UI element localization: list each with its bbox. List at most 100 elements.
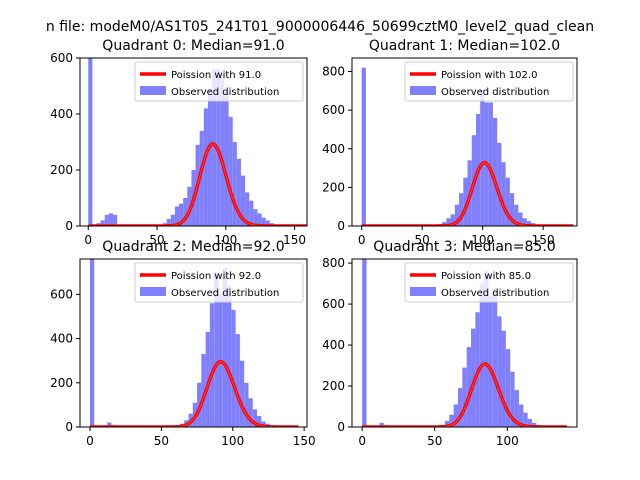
x-tick-label: 0 [84, 233, 92, 247]
legend-hist-label: Observed distribution [171, 288, 279, 299]
legend-hist-label: Observed distribution [441, 288, 549, 299]
hist-bar [488, 102, 493, 226]
hist-bar [471, 328, 476, 427]
x-tick-label: 100 [214, 233, 237, 247]
hist-bar [514, 204, 519, 226]
chart-panel-2: 0 50 100 150 0 200 400 600 Quadrant 2: Median=92… [50, 239, 316, 448]
hist-bar [212, 69, 217, 226]
legend-fit-label: Poission with 85.0 [441, 271, 531, 282]
hist-bar [497, 316, 502, 427]
y-tick-label: 400 [50, 332, 73, 346]
x-tick-label: 50 [149, 233, 164, 247]
legend: Poission with 92.0 Observed distribution [134, 262, 304, 303]
hist-bar [113, 214, 118, 226]
hist-bar [224, 91, 229, 226]
hist-bar [174, 206, 180, 226]
legend: Poission with 85.0 Observed distribution [404, 262, 574, 303]
hist-bar [509, 193, 515, 226]
hist-bar [261, 217, 266, 226]
legend-fit-label: Poission with 91.0 [171, 70, 261, 81]
hist-bar [245, 192, 250, 226]
x-tick-label: 150 [532, 233, 555, 247]
y-tick-label: 200 [50, 163, 73, 177]
poisson-fit-line [88, 359, 300, 427]
hist-bar [457, 388, 463, 427]
y-tick-label: 0 [337, 420, 345, 434]
axes-frame [351, 57, 578, 227]
y-tick-label: 800 [322, 65, 345, 79]
x-tick-label: 0 [86, 434, 94, 448]
legend: Poission with 102.0 Observed distribution [404, 61, 574, 102]
y-tick-label: 400 [322, 142, 345, 156]
y-tick-label: 200 [322, 379, 345, 393]
hist-bar [492, 117, 498, 226]
x-tick-label: 100 [471, 233, 494, 247]
legend-hist-swatch [410, 86, 436, 95]
hist-bar [227, 285, 232, 427]
hist-bar [214, 272, 219, 427]
hist-bar [207, 88, 213, 226]
x-tick-label: 100 [221, 434, 244, 448]
hist-bar [108, 213, 114, 226]
hist-bar [100, 220, 105, 226]
hist-bar [257, 415, 262, 427]
hist-bar [479, 283, 485, 427]
hist-bar [261, 421, 266, 427]
x-tick-label: 0 [358, 434, 366, 448]
x-tick-label: 50 [415, 233, 430, 247]
hist-bar [179, 203, 184, 226]
hist-bar [505, 177, 510, 226]
axes-frame [79, 57, 308, 227]
hist-bar [450, 214, 455, 226]
hist-bar [526, 221, 532, 226]
hist-bar [459, 193, 464, 226]
hist-bar [379, 422, 384, 427]
y-tick-label: 400 [50, 107, 73, 121]
hist-bar [107, 422, 112, 427]
y-tick-label: 600 [322, 297, 345, 311]
hist-bar [252, 409, 258, 427]
x-tick-label: 50 [154, 434, 169, 448]
hist-bar [453, 404, 458, 427]
legend-fit-label: Poission with 92.0 [171, 271, 261, 282]
hist-bar [166, 219, 171, 226]
hist-bar [514, 390, 519, 427]
hist-bar [228, 116, 233, 226]
panel-title: Quadrant 3: Median=85.0 [373, 239, 555, 255]
hist-bar [201, 354, 206, 427]
hist-bar [462, 367, 467, 427]
hist-bar [497, 142, 502, 226]
legend-fit-label: Poission with 102.0 [441, 70, 537, 81]
y-tick-label: 600 [50, 51, 73, 65]
axes-frame [351, 258, 578, 428]
hist-bar [104, 214, 109, 226]
legend-box [404, 262, 574, 303]
y-tick-label: 200 [50, 376, 73, 390]
hist-bar [170, 214, 175, 226]
hist-bar [444, 420, 450, 427]
x-tick-label: 100 [496, 434, 519, 448]
hist-bar [523, 412, 528, 427]
hist-bar [231, 309, 236, 427]
legend-box [134, 61, 304, 102]
hist-bar [518, 212, 523, 226]
hist-bar [88, 58, 93, 226]
chart-panel-3: 0 50 100 0 200 400 600 800 Quadrant 3: Median=85… [322, 239, 578, 448]
x-tick-label: 150 [293, 434, 316, 448]
hist-bar [527, 418, 532, 427]
hist-bar [510, 371, 515, 427]
hist-bar [505, 349, 511, 427]
hist-bar [488, 295, 493, 427]
hist-bar [183, 198, 188, 226]
legend-hist-swatch [140, 86, 166, 95]
y-tick-label: 800 [322, 256, 345, 270]
hist-bar [362, 259, 367, 427]
y-tick-label: 200 [322, 180, 345, 194]
legend-hist-label: Observed distribution [171, 87, 279, 98]
hist-bar [240, 175, 246, 226]
y-tick-label: 400 [322, 338, 345, 352]
y-tick-label: 0 [65, 420, 73, 434]
hist-bar [205, 331, 210, 427]
poisson-fit-highlight [89, 361, 299, 427]
